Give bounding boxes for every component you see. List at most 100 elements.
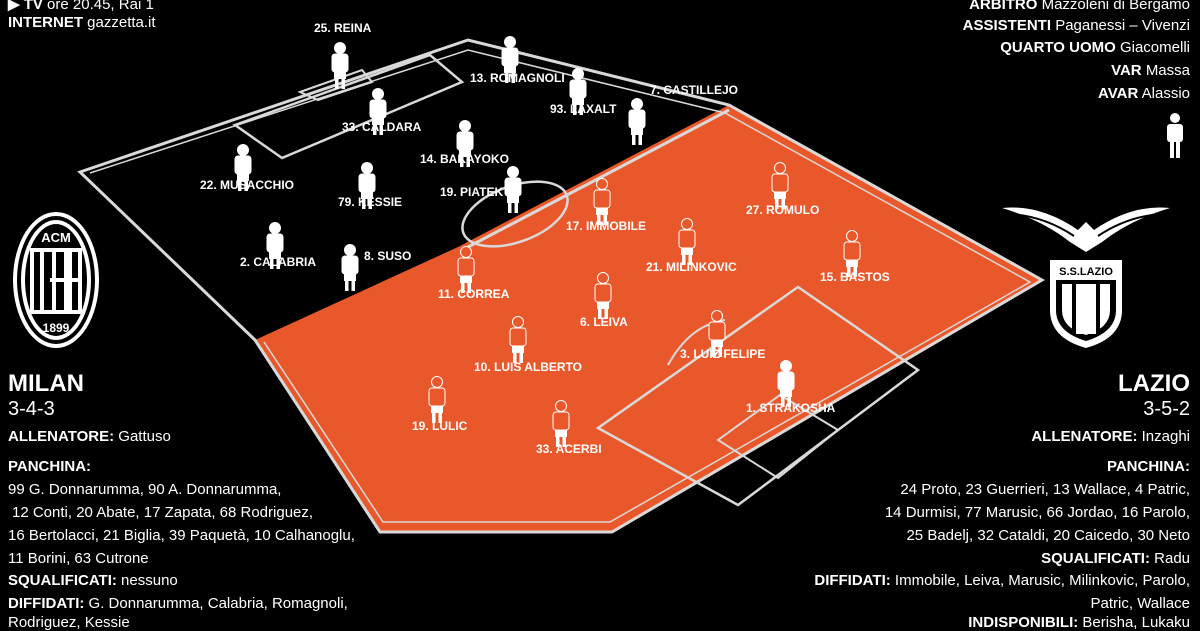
- milan-player-leg: [579, 105, 583, 115]
- lazio-player-shirt: [509, 327, 527, 347]
- lazio-player-head: [681, 218, 693, 230]
- internet-line: INTERNET gazzetta.it: [8, 14, 156, 31]
- milan-player-leg: [505, 73, 509, 83]
- milan-penalty-box: [232, 53, 465, 160]
- lazio-player-leg: [461, 283, 465, 293]
- milan-player-shorts: [631, 128, 643, 135]
- milan-player-name: 7. CASTILLEJO: [650, 83, 738, 97]
- lazio-penalty-box: [595, 285, 921, 507]
- milan-player-shirt: [501, 47, 519, 67]
- milan-crest-top: ACM: [41, 230, 71, 245]
- var-value: Massa: [1145, 62, 1190, 79]
- lazio-player-leg: [598, 309, 602, 319]
- milan-bench-line-4: 11 Borini, 63 Cutrone: [8, 550, 149, 567]
- lazio-player-shirt: [593, 189, 611, 209]
- milan-player-leg: [270, 259, 274, 269]
- milan-player-shirt: [266, 233, 284, 253]
- milan-warned-label: DIFFIDATI:: [8, 595, 85, 612]
- lazio-player-head: [711, 310, 723, 322]
- tv-label: ▶ TV: [8, 0, 43, 13]
- milan-coach-label: ALLENATORE:: [8, 428, 115, 445]
- lazio-goal-area: [716, 393, 840, 480]
- lazio-player-head: [512, 316, 524, 328]
- milan-player-shirt: [628, 109, 646, 129]
- milan-player-4: 7. CASTILLEJO: [628, 83, 738, 145]
- pitch-outline-inner: [89, 49, 1032, 523]
- milan-player-10: 2. CALABRIA: [240, 222, 316, 269]
- assistenti-label: ASSISTENTI: [962, 17, 1052, 34]
- lazio-team-name: LAZIO: [1118, 370, 1190, 397]
- milan-player-shorts: [372, 118, 384, 125]
- lazio-player-shorts: [555, 430, 567, 437]
- lazio-player-head: [780, 360, 792, 372]
- lazio-coach: Inzaghi: [1141, 428, 1190, 445]
- milan-player-name: 13. ROMAGNOLI: [470, 71, 565, 85]
- internet-value: gazzetta.it: [87, 14, 156, 31]
- milan-player-head: [344, 244, 356, 256]
- milan-suspended: nessuno: [121, 572, 178, 589]
- milan-player-leg: [511, 73, 515, 83]
- lazio-player-6: 6. LEIVA: [580, 272, 628, 329]
- milan-crest-icon: ACM 1899: [13, 212, 99, 348]
- milan-player-leg: [238, 181, 242, 191]
- milan-player-shirt: [569, 79, 587, 99]
- quarto-label: QUARTO UOMO: [1000, 39, 1116, 56]
- milan-coach-line: ALLENATORE: Gattuso: [8, 428, 171, 445]
- milan-player-leg: [573, 105, 577, 115]
- lazio-player-leg: [775, 199, 779, 209]
- lazio-player-shorts: [512, 346, 524, 353]
- lazio-player-leg: [432, 413, 436, 423]
- milan-player-head: [507, 166, 519, 178]
- milan-player-shirt: [504, 177, 522, 197]
- lazio-player-name: 3. LUIZ FELIPE: [680, 347, 765, 361]
- lazio-player-name: 17. IMMOBILE: [566, 219, 646, 233]
- milan-player-leg: [368, 199, 372, 209]
- milan-player-1: 25. REINA: [314, 21, 372, 89]
- milan-player-shirt: [358, 173, 376, 193]
- milan-player-2: 13. ROMAGNOLI: [470, 36, 565, 85]
- lazio-player-leg: [438, 413, 442, 423]
- lazio-player-shirt: [777, 371, 795, 391]
- internet-label: INTERNET: [8, 14, 83, 31]
- lazio-unavailable-label: INDISPONIBILI:: [968, 614, 1079, 631]
- milan-player-leg: [508, 203, 512, 213]
- lazio-module: 3-5-2: [1143, 398, 1190, 420]
- lazio-player-leg: [847, 267, 851, 277]
- lazio-warned-2: Patric, Wallace: [1090, 595, 1190, 612]
- lazio-player-leg: [853, 267, 857, 277]
- milan-player-7: 22. MUSACCHIO: [200, 144, 294, 192]
- milan-player-head: [504, 36, 516, 48]
- milan-player-9: 19. PIATEK: [440, 166, 522, 213]
- lazio-player-leg: [712, 347, 716, 357]
- milan-player-8: 79. KESSIE: [338, 162, 402, 209]
- lazio-player-leg: [781, 199, 785, 209]
- lazio-suspended: Radu: [1154, 550, 1190, 567]
- milan-player-shirt: [456, 131, 474, 151]
- lazio-player-name: 19. LULIC: [412, 419, 468, 433]
- quarto-line: QUARTO UOMO Giacomelli: [1000, 39, 1190, 56]
- milan-player-name: 19. PIATEK: [440, 185, 503, 199]
- lazio-player-4: 21. MILINKOVIC: [646, 218, 737, 274]
- lazio-player-head: [460, 246, 472, 258]
- lazio-player-shorts: [780, 390, 792, 397]
- lazio-player-leg: [467, 283, 471, 293]
- lazio-player-shorts: [711, 340, 723, 347]
- lazio-player-leg: [604, 309, 608, 319]
- milan-warned-line: DIFFIDATI: G. Donnarumma, Calabria, Roma…: [8, 595, 348, 612]
- lazio-warned-1: Immobile, Leiva, Marusic, Milinkovic, Pa…: [894, 572, 1190, 589]
- lazio-player-head: [774, 162, 786, 174]
- lazio-player-leg: [519, 353, 523, 363]
- lazio-player-name: 1. STRAKOSHA: [746, 401, 836, 415]
- lazio-half: [255, 105, 1042, 532]
- lazio-player-3: 11. CORREA: [438, 246, 510, 301]
- milan-player-shirt: [369, 99, 387, 119]
- milan-player-head: [334, 42, 346, 54]
- avar-label: AVAR: [1098, 85, 1139, 102]
- milan-player-shorts: [361, 192, 373, 199]
- lazio-player-shorts: [596, 208, 608, 215]
- lazio-player-11: 1. STRAKOSHA: [746, 360, 836, 415]
- milan-player-name: 14. BAKAYOKO: [420, 152, 509, 166]
- lazio-bench-label: PANCHINA:: [1106, 458, 1190, 475]
- milan-player-head: [269, 222, 281, 234]
